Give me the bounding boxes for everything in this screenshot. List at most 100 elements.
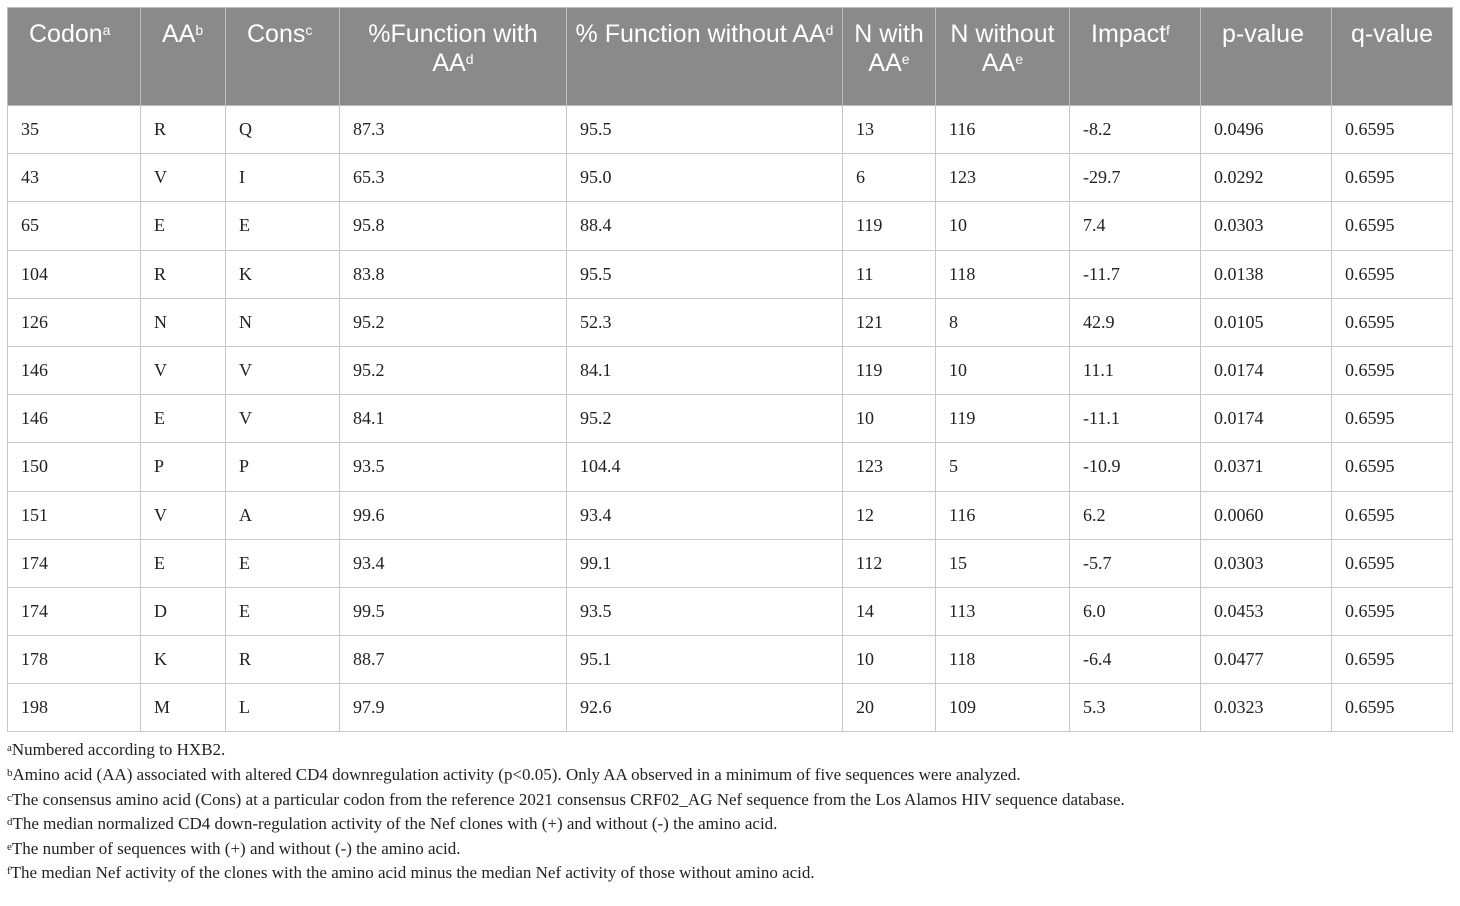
cell-q-value: 0.6595 (1331, 442, 1453, 492)
cell-cons: L (225, 683, 340, 733)
cell-aa: D (140, 586, 226, 637)
cell-p-value: 0.0105 (1200, 297, 1332, 347)
cell-aa: E (140, 538, 226, 588)
cell-impact: 6.2 (1069, 490, 1201, 540)
header-impact: Impactf (1069, 7, 1201, 106)
cell-aa: V (140, 490, 226, 540)
cell-cons: N (225, 297, 340, 347)
cell-p-value: 0.0174 (1200, 394, 1332, 444)
cell-cons: K (225, 249, 340, 299)
cell-impact: -11.7 (1069, 249, 1201, 299)
cell-cons: E (225, 201, 340, 251)
cell-function-without-aa: 95.0 (566, 153, 843, 203)
footnote-text: The number of sequences with (+) and wit… (11, 838, 461, 858)
footnote-text: The median Nef activity of the clones wi… (10, 863, 815, 883)
cell-function-with-aa: 65.3 (339, 153, 567, 203)
cell-n-without-aa: 116 (935, 490, 1070, 540)
header-function-without-aa: % Function without AAd (566, 7, 843, 106)
cell-impact: -11.1 (1069, 394, 1201, 444)
table-row: 174 E E 93.4 99.1 112 15 -5.7 0.0303 0.6595 (7, 538, 1453, 588)
cell-codon: 178 (7, 635, 141, 685)
table-row: 178 K R 88.7 95.1 10 118 -6.4 0.0477 0.6595 (7, 635, 1453, 685)
cell-p-value: 0.0060 (1200, 490, 1332, 540)
cell-function-with-aa: 95.2 (339, 345, 567, 396)
footnote-mark: d (7, 816, 13, 829)
footnote-text: The consensus amino acid (Cons) at a par… (11, 789, 1125, 809)
cell-n-without-aa: 113 (935, 586, 1070, 637)
table-row: 104 R K 83.8 95.5 11 118 -11.7 0.0138 0.6595 (7, 249, 1453, 299)
table-row: 146 E V 84.1 95.2 10 119 -11.1 0.0174 0.6595 (7, 394, 1453, 444)
cell-n-with-aa: 14 (842, 586, 936, 637)
cell-p-value: 0.0174 (1200, 345, 1332, 396)
cell-codon: 126 (7, 297, 141, 347)
cell-impact: -29.7 (1069, 153, 1201, 203)
cell-impact: 7.4 (1069, 201, 1201, 251)
cell-function-without-aa: 95.2 (566, 394, 843, 444)
cell-codon: 65 (7, 201, 141, 251)
cell-q-value: 0.6595 (1331, 683, 1453, 733)
header-row: Codona AAb Consc %Function with AAd % Fu… (7, 7, 1453, 106)
results-table: Codona AAb Consc %Function with AAd % Fu… (7, 7, 1453, 733)
cell-aa: E (140, 394, 226, 444)
cell-impact: -8.2 (1069, 104, 1201, 155)
cell-cons: R (225, 635, 340, 685)
cell-codon: 151 (7, 490, 141, 540)
cell-codon: 43 (7, 153, 141, 203)
table-row: 174 D E 99.5 93.5 14 113 6.0 0.0453 0.6595 (7, 586, 1453, 637)
cell-p-value: 0.0453 (1200, 586, 1332, 637)
cell-aa: N (140, 297, 226, 347)
table-body: 35 R Q 87.3 95.5 13 116 -8.2 0.0496 0.6595 43 V I 65.… (7, 104, 1453, 733)
cell-impact: -5.7 (1069, 538, 1201, 588)
cell-function-with-aa: 84.1 (339, 394, 567, 444)
cell-aa: V (140, 153, 226, 203)
cell-q-value: 0.6595 (1331, 586, 1453, 637)
header-q-value: q-value (1331, 7, 1453, 106)
cell-n-with-aa: 13 (842, 104, 936, 155)
cell-n-without-aa: 116 (935, 104, 1070, 155)
footnote-text: The median normalized CD4 down-regulatio… (12, 814, 778, 834)
cell-n-with-aa: 112 (842, 538, 936, 588)
footnote-text: Numbered according to HXB2. (11, 740, 226, 760)
cell-function-with-aa: 95.2 (339, 297, 567, 347)
cell-aa: E (140, 201, 226, 251)
cell-aa: K (140, 635, 226, 685)
cell-n-with-aa: 12 (842, 490, 936, 540)
cell-q-value: 0.6595 (1331, 297, 1453, 347)
cell-q-value: 0.6595 (1331, 153, 1453, 203)
cell-p-value: 0.0496 (1200, 104, 1332, 155)
cell-function-with-aa: 88.7 (339, 635, 567, 685)
cell-function-without-aa: 88.4 (566, 201, 843, 251)
footnote: eThe number of sequences with (+) and wi… (7, 837, 1452, 862)
cell-q-value: 0.6595 (1331, 201, 1453, 251)
cell-impact: 42.9 (1069, 297, 1201, 347)
cell-cons: V (225, 394, 340, 444)
footnote-mark: e (7, 840, 12, 853)
cell-function-with-aa: 99.5 (339, 586, 567, 637)
cell-codon: 104 (7, 249, 141, 299)
cell-cons: P (225, 442, 340, 492)
cell-n-without-aa: 5 (935, 442, 1070, 492)
cell-function-without-aa: 93.5 (566, 586, 843, 637)
footnote-mark: f (7, 865, 11, 878)
cell-function-with-aa: 87.3 (339, 104, 567, 155)
cell-aa: R (140, 249, 226, 299)
table-row: 43 V I 65.3 95.0 6 123 -29.7 0.0292 0.6595 (7, 153, 1453, 203)
cell-codon: 150 (7, 442, 141, 492)
cell-n-with-aa: 6 (842, 153, 936, 203)
footnote-mark: a (7, 742, 12, 755)
cell-function-without-aa: 84.1 (566, 345, 843, 396)
cell-p-value: 0.0303 (1200, 538, 1332, 588)
cell-n-without-aa: 118 (935, 249, 1070, 299)
header-p-value: p-value (1200, 7, 1332, 106)
cell-impact: -10.9 (1069, 442, 1201, 492)
cell-cons: I (225, 153, 340, 203)
cell-p-value: 0.0323 (1200, 683, 1332, 733)
cell-q-value: 0.6595 (1331, 249, 1453, 299)
cell-q-value: 0.6595 (1331, 104, 1453, 155)
cell-n-without-aa: 10 (935, 201, 1070, 251)
cell-n-with-aa: 10 (842, 394, 936, 444)
cell-n-without-aa: 118 (935, 635, 1070, 685)
footnote-mark: c (7, 791, 12, 804)
table-row: 35 R Q 87.3 95.5 13 116 -8.2 0.0496 0.6595 (7, 104, 1453, 155)
cell-p-value: 0.0477 (1200, 635, 1332, 685)
